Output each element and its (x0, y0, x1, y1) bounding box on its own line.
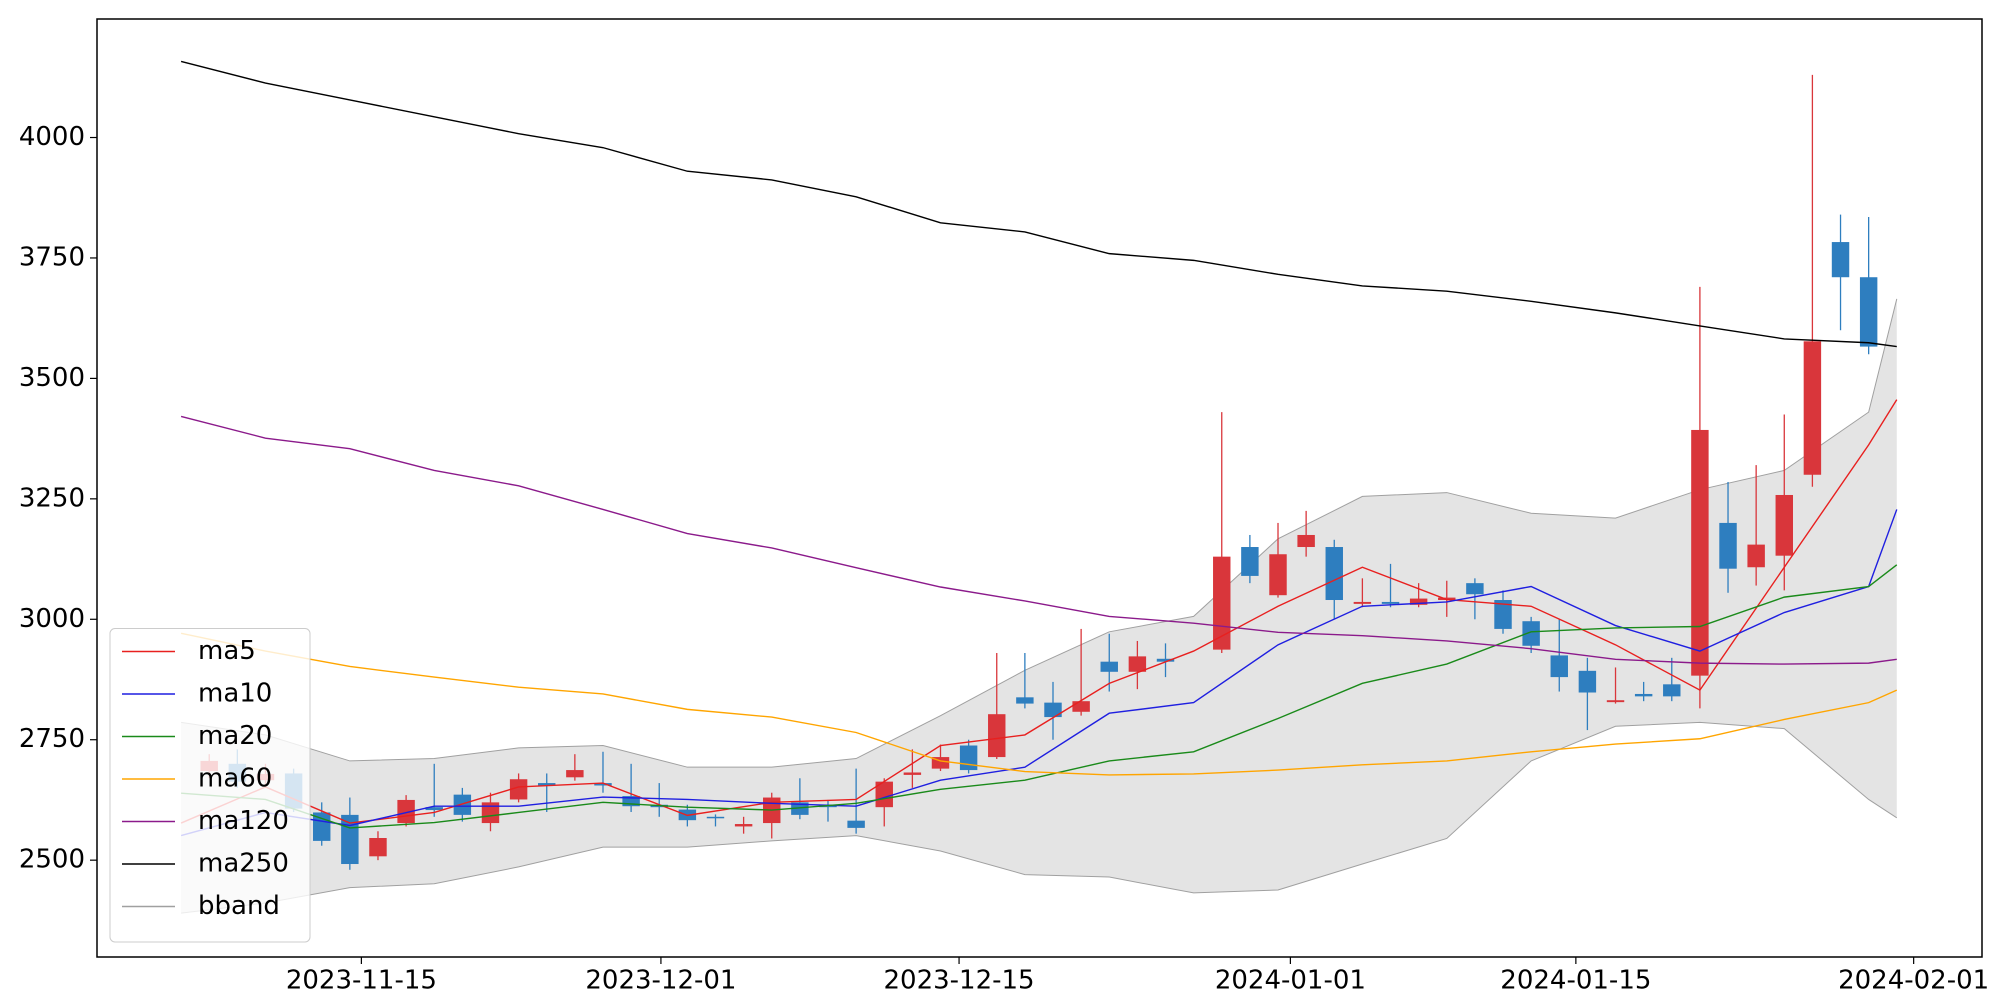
y-tick-label: 2750 (19, 724, 85, 754)
candle-body (1325, 547, 1343, 601)
candle-body (594, 783, 612, 786)
axes-frame (96, 18, 1983, 958)
candle-body (847, 820, 865, 828)
candle-body (481, 802, 500, 824)
y-tick-label: 3750 (19, 242, 85, 272)
legend-label: ma5 (198, 636, 256, 666)
legend-label: ma20 (198, 721, 272, 751)
candle-body (931, 757, 950, 769)
candle-body (1016, 697, 1034, 704)
candle-body (959, 745, 978, 771)
y-tick-label: 3000 (19, 604, 85, 634)
ma-line (180, 399, 1898, 824)
x-tick-label: 2023-12-15 (884, 966, 1035, 996)
candle-body (566, 770, 584, 778)
candle-body (1691, 429, 1709, 676)
candle-body (622, 796, 640, 807)
candle-body (1128, 656, 1147, 672)
candle-body (1747, 544, 1765, 568)
ma-line (180, 415, 1897, 665)
candle-body (509, 779, 528, 800)
candle-body (397, 799, 415, 824)
legend: ma5 ma10 ma20 ma60 ma120 ma250 bband (109, 628, 311, 943)
ma-line (180, 60, 1897, 348)
x-tick-label: 2024-02-01 (1838, 966, 1989, 996)
bband-upper (181, 298, 1898, 768)
candle-body (734, 824, 753, 827)
candle-body (1241, 547, 1259, 576)
x-tick-label: 2023-11-15 (286, 966, 437, 996)
candle-body (791, 802, 809, 815)
candle-body (1831, 242, 1850, 278)
candle-body (1522, 621, 1540, 646)
x-tick-label: 2024-01-01 (1215, 966, 1366, 996)
candle-body (1803, 341, 1822, 475)
candle-body (875, 781, 893, 808)
candle-body (1775, 494, 1793, 556)
ma-line (181, 564, 1898, 829)
y-tick-label: 4000 (19, 122, 85, 152)
candle-body (1606, 700, 1625, 703)
candle-body (1100, 661, 1118, 672)
ma-line (180, 509, 1898, 837)
candle-body (1353, 601, 1372, 604)
candle-body (1663, 684, 1681, 697)
candle-body (1409, 598, 1428, 605)
candle-body (1494, 600, 1512, 629)
legend-label: bband (198, 891, 280, 921)
y-tick-label: 3500 (19, 363, 85, 393)
plot-area (180, 60, 1898, 914)
candle-body (538, 783, 556, 786)
x-tick-label: 2024-01-15 (1500, 966, 1651, 996)
x-tick-label: 2023-12-01 (585, 966, 736, 996)
candle-body (1156, 658, 1175, 662)
ma-line (180, 632, 1898, 776)
candle-body (1269, 554, 1287, 596)
legend-label: ma250 (198, 849, 289, 879)
legend-label: ma60 (198, 764, 272, 794)
candle-body (1578, 670, 1597, 693)
y-tick-label: 3250 (19, 483, 85, 513)
candle-body (1466, 583, 1484, 595)
candle-body (1381, 601, 1400, 604)
candle-body (1550, 655, 1568, 678)
candle-body (1297, 534, 1315, 548)
legend-label: ma10 (198, 679, 272, 709)
candle-body (425, 807, 443, 811)
candle-body (1072, 701, 1090, 712)
candle-body (369, 838, 387, 857)
candle-body (706, 816, 725, 819)
legend-label: ma120 (198, 806, 289, 836)
candle-body (988, 714, 1006, 758)
candle-body (1634, 693, 1653, 697)
candle-body (1719, 522, 1737, 569)
bband-area (181, 298, 1897, 914)
y-tick-label: 2500 (19, 845, 85, 875)
candle-body (903, 772, 922, 775)
bband-lower (181, 721, 1898, 914)
candle-body (1859, 277, 1878, 347)
candle-body (453, 794, 472, 815)
candle-body (1044, 702, 1062, 718)
